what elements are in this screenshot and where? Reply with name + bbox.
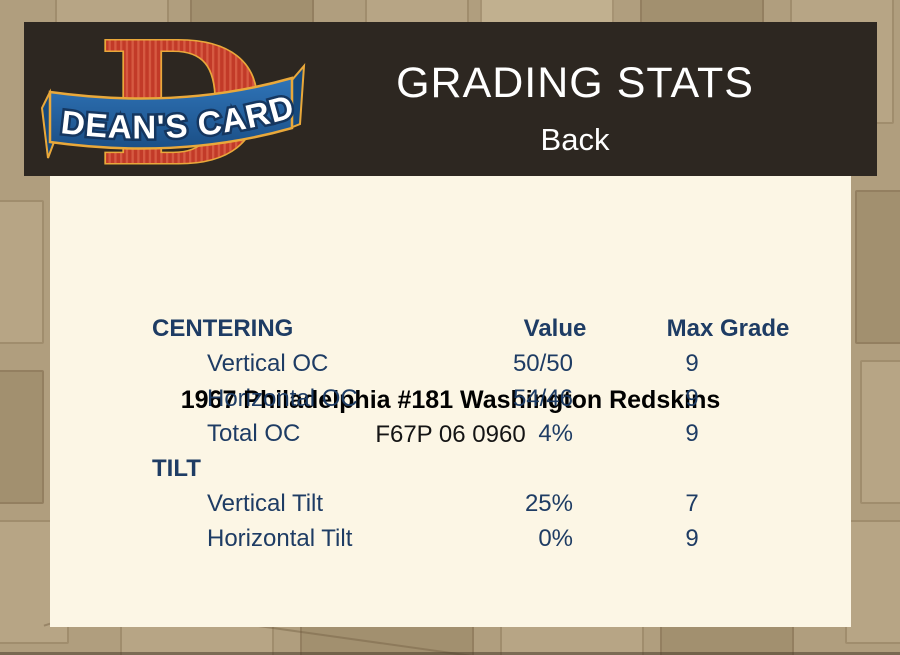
table-row: Total OC 4% 9 [152, 416, 795, 451]
row-value: 0% [538, 525, 573, 552]
row-value: 54/46 [512, 385, 573, 412]
header-bar: D DEAN'S CARDS GRADING STATS Back [24, 22, 877, 176]
header-text-block: GRADING STATS Back [300, 58, 850, 158]
row-label: Vertical Tilt [207, 490, 324, 517]
collage-card [0, 370, 44, 504]
deans-cards-logo: D DEAN'S CARDS [40, 24, 306, 174]
row-max-grade: 7 [685, 490, 699, 517]
table-row: Horizontal Tilt 0% 9 [152, 521, 795, 556]
table-row: Vertical OC 50/50 9 [152, 346, 795, 381]
column-header-value: Value [523, 315, 587, 342]
content-panel: 1967 Philadelphia #181 Washington Redski… [50, 176, 851, 627]
collage-card [0, 200, 44, 344]
page-title: GRADING STATS [396, 59, 754, 107]
row-label: Horizontal Tilt [207, 525, 353, 552]
grading-stats-table: CENTERING Value Max Grade Vertical OC 50… [152, 311, 795, 556]
row-max-grade: 9 [685, 525, 699, 552]
page-bottom-edge [0, 652, 900, 655]
collage-card [845, 520, 900, 644]
page-subtitle: Back [540, 122, 610, 157]
row-label: Horizontal OC [207, 385, 358, 412]
column-header-max-grade: Max Grade [666, 315, 790, 342]
table-section-row: TILT [152, 451, 795, 486]
row-max-grade: 9 [685, 420, 699, 447]
row-value: 50/50 [512, 350, 573, 377]
collage-card [860, 360, 900, 504]
row-value: 25% [524, 490, 573, 517]
table-row: Vertical Tilt 25% 7 [152, 486, 795, 521]
table-row: Horizontal OC 54/46 9 [152, 381, 795, 416]
card-title: 1967 Philadelphia #181 Washington Redski… [180, 386, 721, 414]
collage-card [855, 190, 900, 344]
row-label: Total OC [207, 420, 301, 447]
table-header-row: CENTERING Value Max Grade [152, 311, 795, 346]
row-max-grade: 9 [685, 350, 699, 377]
section-header-centering: CENTERING [152, 315, 294, 342]
section-header-tilt: TILT [152, 455, 201, 482]
row-value: 4% [538, 420, 573, 447]
card-code: F67P 06 0960 [375, 421, 526, 448]
row-max-grade: 9 [685, 385, 699, 412]
row-label: Vertical OC [207, 350, 329, 377]
